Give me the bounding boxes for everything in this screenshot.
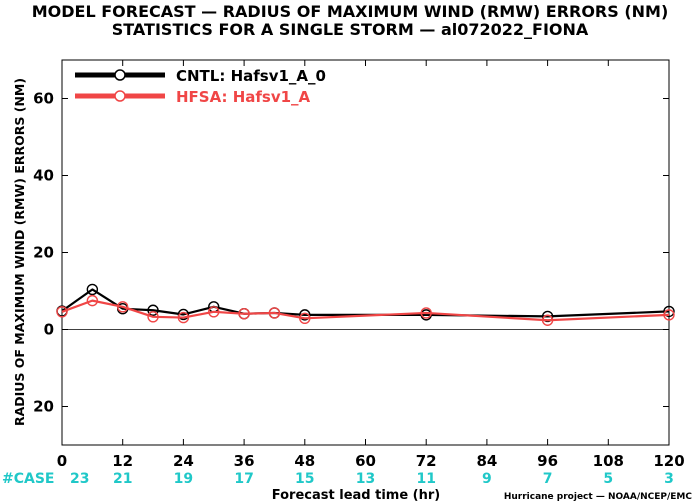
case-count: 5 [603,471,613,487]
case-count-row: #CASE 23 21 19 17 15 13 11 9 7 5 3 [2,471,674,487]
data-series [56,283,675,326]
case-count: 15 [295,471,314,487]
data-point [663,309,675,321]
legend-label-cntl: CNTL: Hafsv1_A_0 [176,67,326,85]
y-tick-label: 20 [33,244,54,262]
x-tick-label: 0 [57,452,67,470]
x-tick-label: 108 [593,452,624,470]
data-point [268,307,281,319]
x-tick-label: 36 [234,452,255,470]
chart-subtitle: STATISTICS FOR A SINGLE STORM — al072022… [112,20,589,39]
x-tick-label: 48 [294,452,315,470]
chart-title: MODEL FORECAST — RADIUS OF MAXIMUM WIND … [32,2,669,21]
data-point [116,301,129,313]
y-tick-label: 40 [33,167,54,185]
case-count: 9 [482,471,492,487]
legend-marker-cntl [114,69,126,81]
y-tick-label: 20 [33,398,54,416]
y-axis-label: RADIUS OF MAXIMUM WIND (RMW) ERRORS (NM) [12,78,27,426]
data-point [541,310,554,323]
plot-area-frame [61,59,670,446]
y-tick-label: 0 [44,321,54,339]
legend-marker-hfsa [114,90,126,102]
case-count: 17 [234,471,253,487]
data-point [541,314,554,326]
y-tick-label: 60 [33,90,54,108]
case-count: 13 [356,471,375,487]
x-tick-label: 24 [173,452,194,470]
data-point [238,308,250,320]
case-count: 3 [664,471,674,487]
data-point [663,305,675,318]
data-point [86,283,99,296]
x-tick-label: 120 [653,452,684,470]
case-count: 19 [174,471,193,487]
data-point [177,311,190,324]
x-axis-label: Forecast lead time (hr) [272,488,440,503]
data-point [208,306,220,318]
x-axis-ticks: 0 12 24 36 48 60 72 84 96 108 120 [57,60,685,470]
x-tick-label: 60 [355,452,376,470]
data-point [86,294,99,307]
y-axis-ticks: 20 0 20 40 60 [33,90,669,416]
data-point [147,304,159,316]
chart-titles: MODEL FORECAST — RADIUS OF MAXIMUM WIND … [32,2,669,39]
data-point [420,307,432,319]
x-tick-label: 12 [112,452,133,470]
data-point [56,306,68,318]
series-hfsa [56,294,675,326]
credit-text: Hurricane project — NOAA/NCEP/EMC [504,492,693,502]
x-tick-label: 96 [537,452,558,470]
case-count: 21 [113,471,132,487]
data-point [147,311,159,323]
case-count: 23 [70,471,89,487]
case-label: #CASE [2,471,55,487]
case-count: 7 [543,471,553,487]
data-point [299,312,311,325]
data-point [177,308,190,321]
case-count: 11 [416,471,435,487]
x-tick-label: 72 [416,452,437,470]
legend-label-hfsa: HFSA: Hafsv1_A [176,88,311,106]
x-tick-label: 84 [476,452,497,470]
legend: CNTL: Hafsv1_A_0 HFSA: Hafsv1_A [75,67,326,106]
data-point [299,309,311,321]
